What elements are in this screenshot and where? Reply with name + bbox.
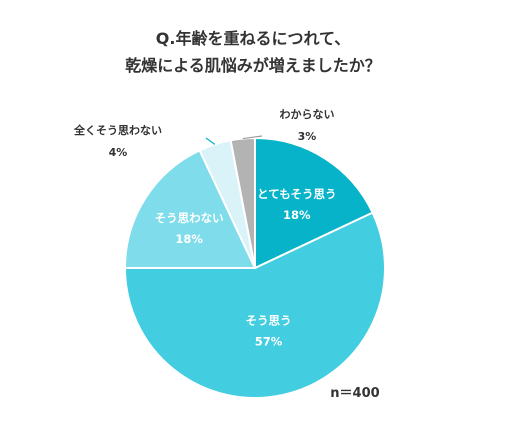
- slice-value-sou-omowanai: 18%: [175, 232, 203, 246]
- slice-label-sou-omou: そう思う: [246, 314, 292, 328]
- chart-title-line-1: Q.年齢を重ねるにつれて、: [156, 29, 350, 48]
- slice-label-totemo-sou-omou: とてもそう思う: [257, 187, 336, 201]
- slice-value-mattaku-sou-omowanai: 4%: [109, 146, 128, 159]
- chart-title-line-2: 乾燥による肌悩みが増えましたか？: [125, 56, 381, 75]
- pie-slice-sou-omou: [123, 211, 386, 399]
- slice-value-totemo-sou-omou: 18%: [283, 208, 311, 222]
- slice-label-mattaku-sou-omowanai: 全くそう思わない: [73, 123, 162, 137]
- sample-size-note: n＝400: [330, 386, 379, 401]
- pie-slice-wakaranai: [229, 136, 256, 269]
- slice-label-sou-omowanai: そう思わない: [155, 211, 224, 225]
- leader-line-wakaranai: [242, 135, 263, 140]
- pie-slice-sou-omowanai: [123, 149, 257, 269]
- pie-slice-totemo-sou-omou: [254, 136, 374, 270]
- leader-line-mattaku-sou-omowanai: [205, 137, 216, 145]
- slice-value-sou-omou: 57%: [255, 335, 283, 349]
- slice-label-wakaranai: わからない: [280, 108, 335, 121]
- slice-value-wakaranai: 3%: [298, 130, 317, 143]
